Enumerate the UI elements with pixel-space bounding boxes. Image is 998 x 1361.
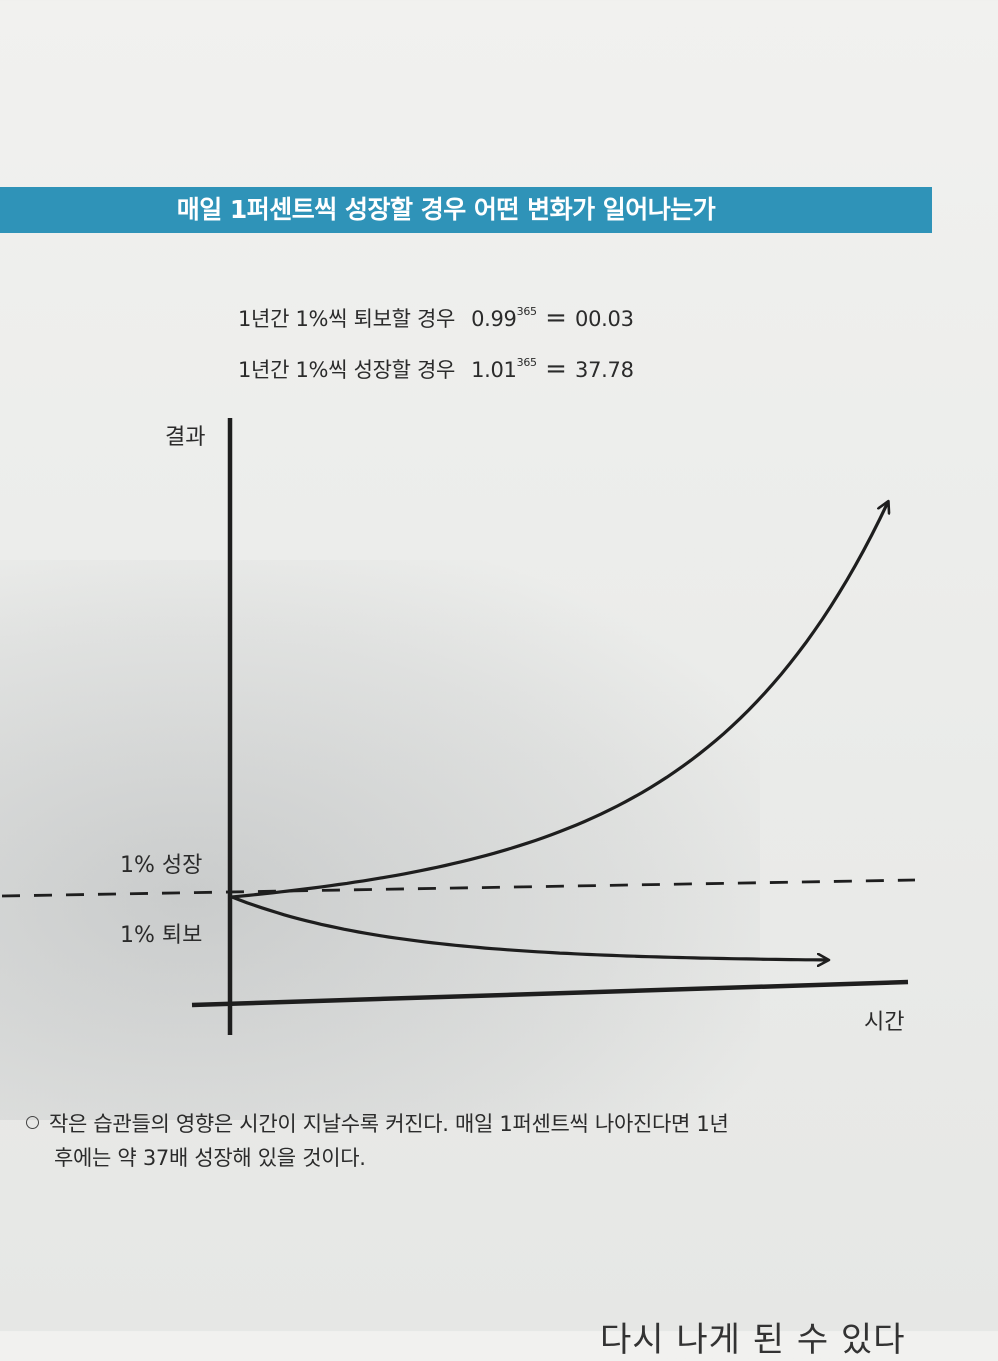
figure-caption: 작은 습관들의 영향은 시간이 지날수록 커진다. 매일 1퍼센트씩 나아진다면… [26,1107,906,1175]
formula-growth-result: 37.78 [575,358,634,382]
growth-chart: 결과 시간 1% 성장 1% 퇴보 [1,418,916,1035]
x-axis-label: 시간 [864,1010,904,1035]
baseline-label-growth: 1% 성장 [120,853,202,878]
formula-growth: 1년간 1%씩 성장할 경우 1.01365 = 37.78 [238,354,634,384]
formula-decline-label: 1년간 1%씩 퇴보할 경우 [238,307,456,331]
y-axis-label: 결과 [165,425,205,450]
page-bottom-text: 다시 나게 된 수 있다 [600,1320,906,1360]
series-growth-line [231,502,888,899]
baseline-dashed-line [1,878,916,898]
formula-decline-equals: = [545,303,567,333]
formula-decline-exponent: 365 [516,305,537,318]
formula-growth-label: 1년간 1%씩 성장할 경우 [238,358,456,382]
formula-decline-base: 0.99 [471,307,517,331]
section-banner: 매일 1퍼센트씩 성장할 경우 어떤 변화가 일어나는가 [0,187,932,233]
formula-growth-exponent: 365 [516,356,537,369]
caption-line-1: 작은 습관들의 영향은 시간이 지날수록 커진다. 매일 1퍼센트씩 나아진다면… [49,1112,729,1136]
formula-decline: 1년간 1%씩 퇴보할 경우 0.99365 = 00.03 [238,303,634,333]
baseline-label-decline: 1% 퇴보 [120,923,202,948]
x-axis [191,979,909,1008]
series-decline-line [231,895,828,960]
bullet-circle-icon [26,1116,39,1129]
formula-decline-result: 00.03 [575,307,634,331]
formula-growth-base: 1.01 [471,358,517,382]
banner-title: 매일 1퍼센트씩 성장할 경우 어떤 변화가 일어나는가 [176,195,716,224]
caption-line-2: 후에는 약 37배 성장해 있을 것이다. [54,1146,366,1170]
formula-growth-equals: = [545,354,567,384]
